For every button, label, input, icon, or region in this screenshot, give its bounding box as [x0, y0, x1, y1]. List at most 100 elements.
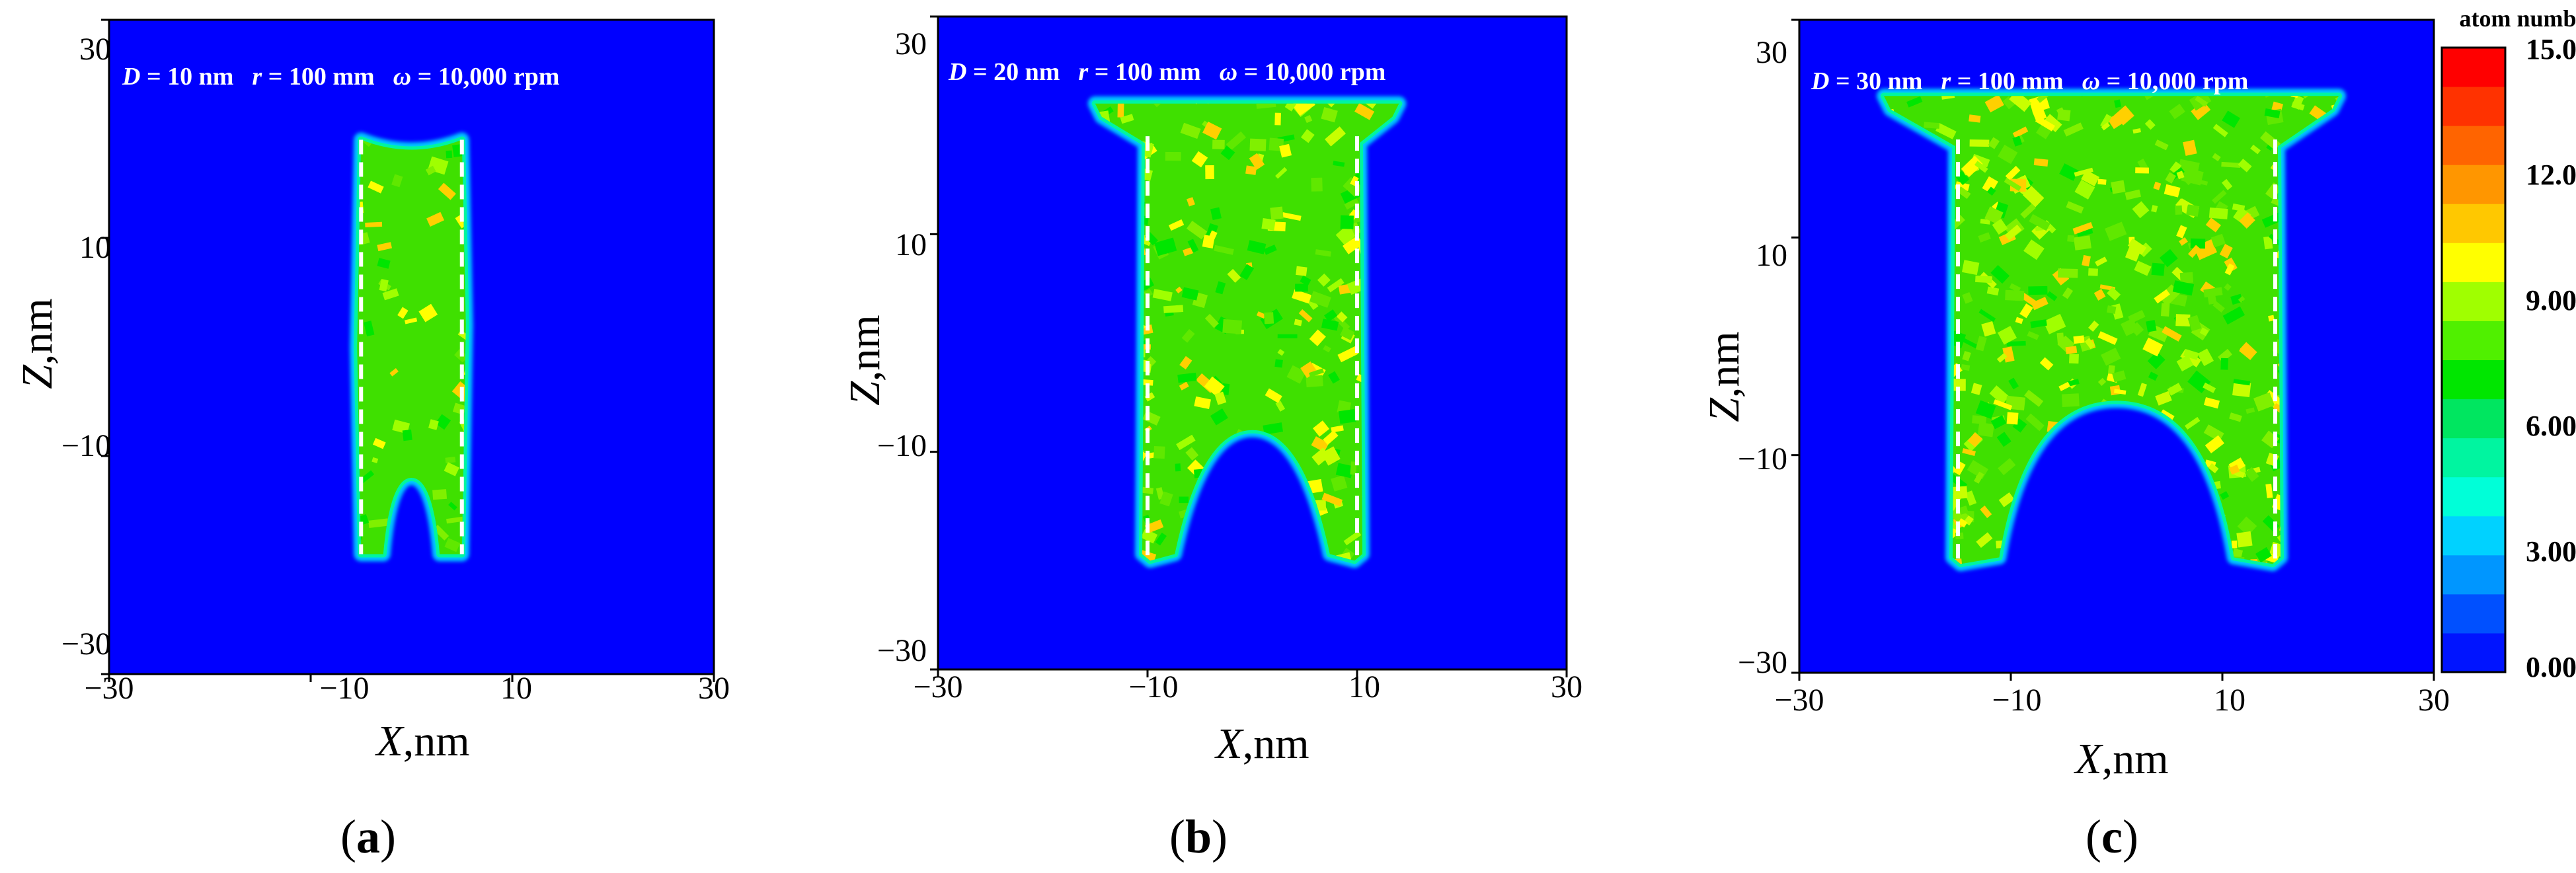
- density-speckle: [371, 457, 379, 463]
- density-speckle: [2221, 161, 2241, 168]
- density-speckle: [1275, 400, 1286, 412]
- density-speckle: [2187, 245, 2201, 258]
- density-speckle: [2002, 96, 2015, 110]
- density-speckle: [2238, 159, 2252, 172]
- density-speckle: [2009, 283, 2021, 293]
- density-speckle: [2176, 225, 2187, 239]
- density-speckle: [1980, 505, 1992, 518]
- density-speckle: [2036, 96, 2052, 103]
- y-tick-label: 30: [895, 26, 927, 61]
- halo-inner: [354, 136, 469, 558]
- density-speckle: [1183, 247, 1194, 256]
- density-speckle: [1247, 240, 1267, 254]
- density-speckle: [1331, 474, 1348, 492]
- density-speckle: [2114, 105, 2134, 126]
- density-speckle: [2073, 335, 2085, 344]
- colorbar-swatch: [2442, 360, 2505, 400]
- panel-b: D = 20 nm r = 100 mm ω = 10,000 rpm −30 −1…: [841, 15, 1582, 863]
- density-speckle: [2105, 221, 2127, 241]
- colorbar-swatch: [2442, 165, 2505, 204]
- density-speckle: [455, 215, 466, 229]
- density-speckle: [1953, 486, 1968, 500]
- panel-a-yticks: 30 10 −10 −30: [61, 32, 111, 662]
- density-speckle: [1155, 532, 1167, 546]
- density-speckle: [2162, 326, 2182, 342]
- density-speckle: [2212, 190, 2227, 204]
- density-speckle: [397, 307, 409, 319]
- density-speckle: [1165, 151, 1181, 161]
- density-speckle: [1957, 186, 1971, 200]
- colorbar-tick-label: 9.00: [2526, 284, 2576, 317]
- density-speckle: [2032, 107, 2047, 122]
- density-speckle: [1181, 328, 1195, 343]
- density-speckle: [379, 279, 389, 292]
- density-speckle: [2224, 263, 2235, 276]
- density-speckle: [2058, 381, 2070, 391]
- density-speckle: [1300, 129, 1315, 143]
- x-tick-label: −10: [319, 671, 369, 706]
- density-speckle: [2019, 303, 2033, 319]
- density-speckle: [1975, 336, 1987, 352]
- y-tick-label: 10: [895, 227, 927, 262]
- density-speckle: [1279, 143, 1292, 158]
- density-speckle: [1263, 245, 1277, 255]
- density-speckle: [1961, 364, 1971, 371]
- density-speckle: [2114, 99, 2122, 108]
- density-speckle: [2088, 321, 2099, 332]
- density-speckle: [2261, 212, 2283, 228]
- density-speckle: [2073, 235, 2091, 250]
- density-speckle: [1274, 112, 1281, 126]
- density-speckle: [1175, 463, 1181, 472]
- density-speckle: [2154, 139, 2169, 151]
- density-speckle: [2175, 314, 2191, 326]
- density-speckle: [1336, 311, 1348, 323]
- colorbar-swatch: [2442, 243, 2505, 282]
- density-speckle: [1969, 114, 1981, 123]
- density-speckle: [2043, 114, 2062, 133]
- density-speckle: [1194, 396, 1212, 410]
- density-speckle: [1277, 334, 1298, 338]
- density-speckle: [1325, 126, 1346, 147]
- density-speckle: [2155, 391, 2172, 406]
- density-speckle: [1146, 356, 1157, 366]
- density-speckle: [1996, 432, 2011, 447]
- panel-b-xlabel: X,nm: [1214, 720, 1309, 768]
- density-speckle: [2179, 237, 2188, 246]
- colorbar-tick-label: 6.00: [2526, 410, 2576, 442]
- density-speckle: [1323, 345, 1331, 353]
- density-speckle: [1141, 379, 1153, 386]
- density-speckle: [1971, 383, 1982, 395]
- density-speckle: [2112, 370, 2127, 383]
- density-speckle: [2134, 260, 2152, 276]
- density-speckle: [1261, 218, 1276, 231]
- density-speckle: [2024, 389, 2044, 407]
- y-tick-label: −30: [877, 633, 927, 668]
- density-speckle: [2097, 331, 2118, 345]
- density-speckle: [1163, 305, 1184, 313]
- density-speckle: [2101, 348, 2121, 366]
- density-speckle: [2113, 389, 2127, 395]
- density-speckle: [2220, 491, 2230, 500]
- colorbar: atom number 15.0 12.0 9.00 6.00 3.00 0.0…: [2440, 5, 2576, 683]
- density-speckle: [377, 242, 393, 252]
- density-speckle: [445, 457, 456, 464]
- density-speckle: [448, 502, 457, 511]
- density-speckle: [1335, 224, 1357, 246]
- density-speckle: [1962, 292, 1973, 304]
- density-speckle: [1957, 518, 1968, 528]
- density-speckle: [1296, 266, 1308, 276]
- density-speckle: [2208, 463, 2219, 474]
- density-speckle: [2205, 435, 2224, 454]
- density-speckle: [391, 174, 403, 188]
- density-speckle: [1210, 207, 1222, 221]
- density-speckle: [2027, 330, 2039, 340]
- density-speckle: [1282, 212, 1302, 221]
- density-speckle: [1988, 137, 2000, 149]
- density-speckle: [2197, 348, 2214, 366]
- density-speckle: [2219, 243, 2233, 259]
- density-speckle: [2012, 418, 2027, 433]
- density-speckle: [2203, 287, 2223, 298]
- density-speckle: [428, 419, 439, 430]
- density-speckle: [1963, 338, 1980, 350]
- density-speckle: [2245, 407, 2255, 414]
